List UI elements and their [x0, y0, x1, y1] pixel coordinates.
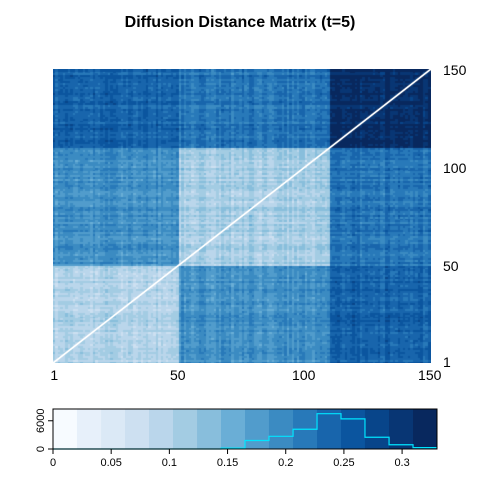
- color-key-swatch: [53, 409, 78, 449]
- color-key-y-tick-label: 0: [35, 446, 47, 452]
- color-key-x-tick-label: 0.25: [333, 457, 354, 469]
- y-tick-label: 1: [443, 354, 451, 370]
- color-key-swatch: [149, 409, 174, 449]
- color-key-frame: [52, 408, 438, 450]
- color-key-swatch: [76, 409, 102, 449]
- heatmap-x-axis: 1 50 100 150: [50, 367, 441, 383]
- color-key-swatch: [413, 409, 438, 449]
- x-tick-label: 100: [292, 367, 316, 383]
- color-key-x-tick-label: 0.2: [278, 457, 293, 469]
- heatmap-diagonal: [52, 68, 432, 364]
- x-tick-label: 150: [418, 367, 442, 383]
- x-tick-label: 1: [50, 367, 58, 383]
- y-tick-label: 150: [443, 62, 467, 78]
- color-key-swatch: [389, 409, 414, 449]
- x-tick-label: 50: [170, 367, 186, 383]
- color-key-swatch: [125, 409, 150, 449]
- color-key-x-tick-label: 0.05: [100, 457, 121, 469]
- color-key-swatch: [317, 409, 342, 449]
- color-key-swatch: [172, 409, 198, 449]
- chart-title: Diffusion Distance Matrix (t=5): [124, 14, 356, 31]
- color-key-swatch: [268, 409, 294, 449]
- color-key-x-tick-label: 0.1: [162, 457, 177, 469]
- color-key-swatch: [221, 409, 246, 449]
- y-tick-label: 100: [443, 160, 467, 176]
- color-key-swatch: [101, 409, 126, 449]
- color-key: 0 0.05 0.1 0.15 0.2 0.25 0.3 0 6000: [35, 408, 438, 469]
- heatmap-overlay: [52, 68, 432, 364]
- color-key-swatch: [341, 409, 366, 449]
- color-key-x-tick-label: 0.15: [217, 457, 238, 469]
- color-key-x-tick-label: 0.3: [394, 457, 409, 469]
- color-key-swatch: [197, 409, 222, 449]
- color-key-swatch: [364, 409, 390, 449]
- color-key-swatch: [245, 409, 270, 449]
- y-tick-label: 50: [443, 258, 459, 274]
- color-key-y-tick-label: 6000: [35, 409, 47, 433]
- color-key-x-tick-label: 0: [50, 457, 56, 469]
